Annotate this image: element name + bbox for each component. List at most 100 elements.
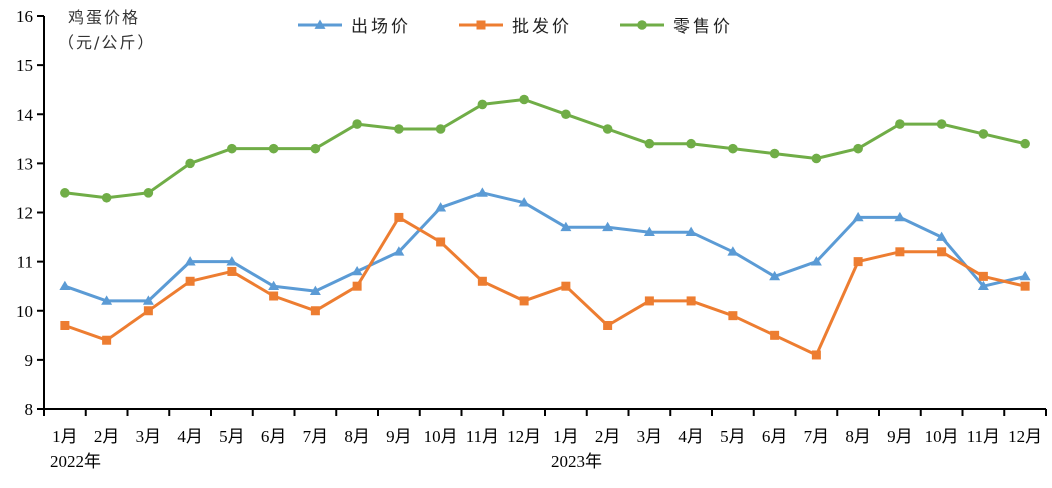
y-tick-label: 10 xyxy=(16,302,33,321)
x-tick-label: 12月 xyxy=(1008,427,1042,446)
triangle-marker xyxy=(769,270,781,281)
x-tick-label: 7月 xyxy=(303,427,329,446)
circle-marker xyxy=(101,192,112,203)
square-marker xyxy=(476,20,486,30)
circle-marker xyxy=(394,124,404,134)
triangle-marker xyxy=(518,197,530,207)
triangle-marker xyxy=(59,280,71,291)
legend-item: 零售价 xyxy=(620,17,730,37)
x-tick-label: 6月 xyxy=(261,427,287,446)
x-tick-label: 5月 xyxy=(720,427,746,446)
x-tick-label: 4月 xyxy=(678,427,704,446)
square-marker xyxy=(102,335,112,345)
square-marker xyxy=(561,281,571,291)
x-tick-label: 8月 xyxy=(344,427,370,446)
square-marker xyxy=(227,266,237,276)
square-marker xyxy=(519,296,529,306)
triangle-marker xyxy=(184,256,196,266)
x-tick-label: 2月 xyxy=(94,427,120,446)
triangle-marker xyxy=(309,285,321,295)
square-marker xyxy=(269,291,279,301)
x-tick-label: 5月 xyxy=(219,427,245,446)
circle-marker xyxy=(853,143,863,154)
x-tick-label: 3月 xyxy=(136,427,162,446)
series-triangle xyxy=(59,187,1031,305)
triangle-marker xyxy=(142,295,154,305)
circle-marker xyxy=(978,129,989,139)
series-square xyxy=(60,212,1030,360)
y-tick-label: 14 xyxy=(16,105,34,124)
y-tick-label: 12 xyxy=(16,204,33,223)
circle-marker xyxy=(728,143,738,154)
year-label: 2022年 xyxy=(50,452,101,471)
x-tick-label: 12月 xyxy=(507,427,541,446)
circle-marker xyxy=(1020,138,1030,149)
circle-marker xyxy=(60,188,70,198)
circle-marker xyxy=(686,138,696,149)
square-marker xyxy=(853,257,863,267)
circle-marker xyxy=(769,148,780,159)
legend-label: 批发价 xyxy=(512,17,572,37)
triangle-marker xyxy=(685,226,697,236)
y-tick-label: 9 xyxy=(25,351,34,370)
series-line xyxy=(64,191,1026,303)
triangle-marker xyxy=(560,221,572,232)
circle-marker xyxy=(352,119,362,129)
x-tick-label: 9月 xyxy=(887,427,913,446)
year-label: 2023年 xyxy=(551,452,602,471)
y-axis-label: 鸡蛋价格 （元/公斤） xyxy=(58,8,153,52)
y-tick-label: 11 xyxy=(17,253,33,272)
triangle-marker xyxy=(1019,270,1031,281)
triangle-marker xyxy=(314,19,326,29)
square-marker xyxy=(728,311,738,321)
y-tick-label: 16 xyxy=(16,7,33,26)
square-marker xyxy=(1020,281,1030,291)
triangle-marker xyxy=(810,256,822,266)
triangle-marker xyxy=(435,202,447,212)
circle-marker xyxy=(637,20,647,30)
triangle-marker xyxy=(936,231,948,241)
triangle-marker xyxy=(602,221,614,232)
circle-marker xyxy=(644,138,655,149)
x-tick-label: 10月 xyxy=(424,427,458,446)
square-marker xyxy=(644,296,654,306)
legend-item: 出场价 xyxy=(298,17,408,37)
legend: 出场价 批发价 零售价 xyxy=(298,17,730,37)
circle-marker xyxy=(895,119,905,129)
circle-marker xyxy=(936,119,947,129)
x-tick-label: 4月 xyxy=(177,427,203,446)
x-tick-label: 2月 xyxy=(595,427,621,446)
square-marker xyxy=(811,350,821,360)
series-circle xyxy=(60,94,1030,203)
triangle-marker xyxy=(476,187,488,197)
circle-marker xyxy=(143,188,154,198)
triangle-marker xyxy=(977,280,989,291)
x-tick-label: 11月 xyxy=(967,427,1000,446)
triangle-marker xyxy=(643,226,655,236)
series-group xyxy=(59,94,1031,360)
x-tick-label: 6月 xyxy=(762,427,788,446)
circle-marker xyxy=(310,143,321,154)
square-marker xyxy=(937,247,947,257)
circle-marker xyxy=(227,143,237,154)
x-tick-label: 3月 xyxy=(637,427,663,446)
triangle-marker xyxy=(351,265,363,276)
square-marker xyxy=(686,296,696,306)
x-tick-label: 10月 xyxy=(925,427,959,446)
square-marker xyxy=(603,320,613,330)
x-tick-label: 1月 xyxy=(52,427,78,446)
square-marker xyxy=(477,276,487,286)
triangle-marker xyxy=(727,246,739,256)
circle-marker xyxy=(435,124,446,134)
axes: 8 9 10 11 12 13 14 15 16 1月 2月 3月 4月 5月 6月 7月 8月 9月 10月 11月… xyxy=(16,7,1047,471)
y-tick-label: 15 xyxy=(16,56,33,75)
y-axis-label-line1: 鸡蛋价格 xyxy=(68,8,140,27)
legend-item: 批发价 xyxy=(459,17,572,37)
square-marker xyxy=(352,281,362,291)
triangle-marker xyxy=(894,211,906,222)
x-tick-label: 7月 xyxy=(804,427,830,446)
square-marker xyxy=(60,320,70,330)
series-line xyxy=(64,98,1026,200)
square-marker xyxy=(143,306,153,316)
